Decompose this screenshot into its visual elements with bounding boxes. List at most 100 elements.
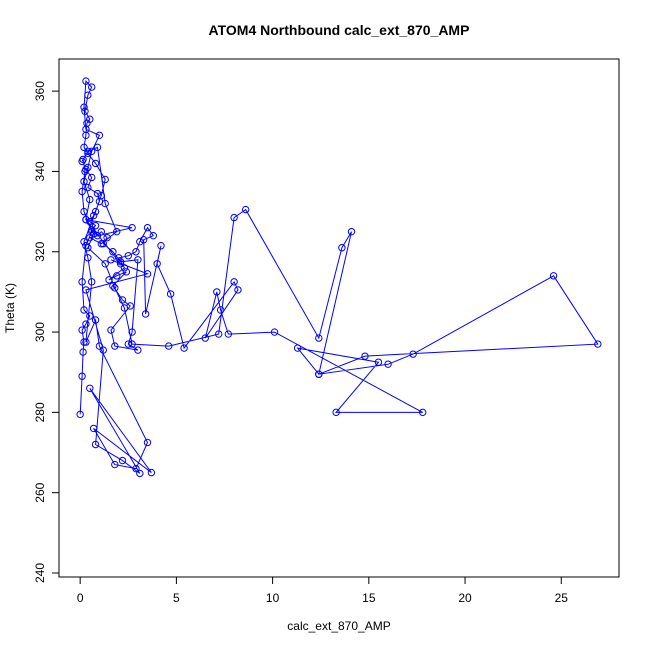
data-point (86, 384, 94, 392)
y-tick-label: 240 (33, 563, 47, 583)
data-point (136, 469, 144, 478)
data-point (107, 326, 115, 334)
x-tick-label: 5 (173, 591, 180, 605)
data-point (594, 340, 602, 348)
data-point (93, 189, 102, 198)
data-point (166, 290, 175, 298)
data-point (99, 346, 107, 354)
data-point (113, 272, 121, 280)
data-point (89, 229, 98, 238)
data-point (76, 410, 84, 419)
data-point (88, 225, 96, 234)
data-point (128, 340, 136, 348)
data-point (215, 330, 223, 338)
series-line (79, 79, 599, 474)
data-point (86, 312, 94, 320)
data-point (81, 107, 89, 115)
data-point (143, 223, 152, 232)
data-point (84, 163, 92, 172)
data-point (80, 338, 88, 346)
data-point (270, 328, 279, 336)
data-point (338, 244, 346, 252)
data-point (80, 177, 88, 186)
data-point (89, 424, 98, 433)
data-point (153, 260, 161, 268)
data-point (93, 143, 102, 152)
data-point (419, 408, 427, 417)
data-point (384, 360, 392, 368)
data-point (143, 270, 152, 278)
data-point (91, 440, 100, 449)
chart-title: ATOM4 Northbound calc_ext_870_AMP (209, 22, 470, 38)
data-point (80, 238, 88, 246)
data-point (80, 103, 88, 111)
data-point (132, 248, 140, 256)
data-point (82, 215, 90, 224)
data-point (136, 238, 144, 246)
data-point (86, 217, 94, 226)
data-point (361, 352, 369, 360)
data-point (111, 284, 119, 292)
data-point (134, 256, 142, 264)
data-point (201, 334, 209, 342)
data-point (114, 254, 123, 262)
data-point (91, 221, 100, 230)
y-tick-label: 260 (33, 482, 47, 502)
x-tick-label: 10 (266, 591, 280, 605)
data-point (147, 468, 156, 477)
data-point (180, 344, 188, 352)
data-point (82, 320, 90, 328)
data-point (143, 438, 152, 447)
data-point (109, 248, 117, 256)
data-point (80, 306, 88, 314)
data-point (234, 286, 242, 294)
data-point (86, 195, 94, 204)
data-point (107, 256, 115, 264)
data-point (84, 91, 92, 99)
data-point (97, 227, 106, 236)
data-point (101, 175, 109, 184)
data-point (118, 456, 127, 465)
data-point (241, 205, 250, 214)
data-point (82, 338, 90, 346)
data-point (82, 165, 90, 174)
data-point (78, 278, 86, 286)
data-point (213, 288, 221, 296)
data-point (91, 159, 100, 168)
data-point (84, 147, 92, 156)
data-point (86, 115, 94, 123)
data-point (374, 358, 383, 366)
data-point (95, 197, 104, 206)
data-point (93, 231, 102, 240)
data-point (80, 143, 88, 152)
data-point (91, 316, 100, 324)
plot-frame (58, 58, 620, 578)
data-point (230, 213, 238, 222)
data-point (78, 187, 86, 196)
data-point (78, 157, 86, 166)
data-point (84, 254, 92, 262)
data-point (111, 460, 119, 469)
data-point (157, 242, 165, 250)
data-point (224, 330, 233, 338)
data-point (84, 244, 92, 252)
data-point (315, 334, 323, 342)
y-tick-label: 300 (33, 322, 47, 342)
data-point (82, 286, 90, 294)
data-point (347, 227, 356, 236)
data-point (78, 372, 86, 380)
data-point (109, 282, 117, 290)
data-point (118, 296, 127, 304)
data-point (88, 147, 96, 156)
data-point (105, 276, 113, 284)
y-tick-label: 320 (33, 241, 47, 261)
data-point (80, 207, 88, 216)
data-point (99, 240, 107, 248)
data-point (79, 348, 87, 356)
data-point (84, 149, 92, 158)
data-point (116, 258, 125, 266)
data-point (230, 278, 238, 286)
data-point (315, 370, 323, 378)
data-point (332, 408, 340, 417)
data-point (91, 207, 100, 216)
